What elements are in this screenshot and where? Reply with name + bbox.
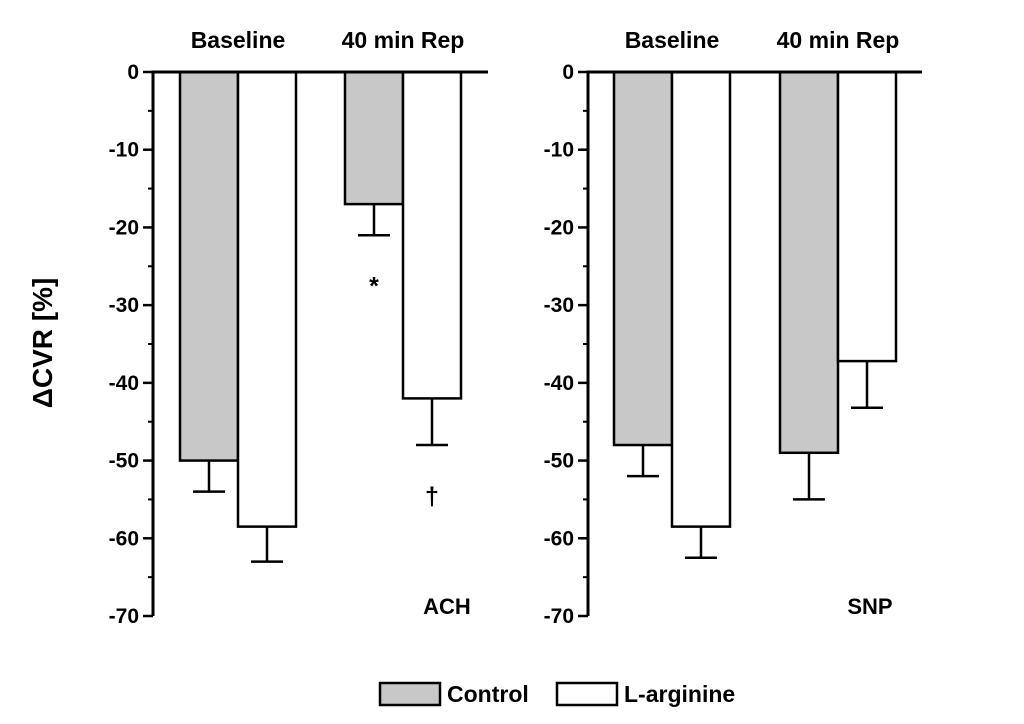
bar-control-rep [343,70,405,206]
y-tick-label: -60 [544,527,574,550]
y-axis-label: ΔCVR [%] [27,278,58,409]
y-tick-label: -30 [109,294,139,317]
bar-l-arginine-rep [401,70,463,400]
y-tick-label: -40 [109,372,139,395]
category-label: 40 min Rep [342,27,465,53]
y-tick-label: 0 [127,61,139,84]
panel-label: SNP [847,594,892,619]
bar-l-arginine-baseline [670,70,732,528]
bar-l-arginine-rep [836,70,898,363]
y-tick-label: -10 [109,139,139,162]
legend-label: Control [447,681,529,707]
y-tick-label: -10 [544,139,574,162]
category-label: Baseline [191,27,286,53]
y-tick-label: -50 [109,450,139,473]
bar-control-baseline [178,70,240,462]
legend-swatch-control [378,681,442,707]
category-label: 40 min Rep [777,27,900,53]
y-tick-label: -70 [544,605,574,628]
legend-swatch-l-arginine [555,681,619,707]
significance-marker: † [425,483,439,511]
panel-snp: Baseline 40 min Rep 0 -10 -20 -30 -40 -50 -60 -70… [544,27,922,628]
bar-l-arginine-baseline [236,70,298,528]
y-tick-label: -30 [544,294,574,317]
category-label: Baseline [625,27,720,53]
y-tick-label: -20 [544,216,574,239]
y-tick-label: -60 [109,527,139,550]
significance-marker: * [369,273,379,301]
bar-control-rep [778,70,840,455]
y-tick-label: -50 [544,450,574,473]
y-tick-label: -70 [109,605,139,628]
y-tick-label: -40 [544,372,574,395]
y-tick-label: -20 [109,216,139,239]
y-tick-label: 0 [562,61,574,84]
legend: Control L-arginine [378,681,735,707]
panel-label: ACH [423,594,471,619]
panel-ach: Baseline 40 min Rep 0 -10 -20 -30 -40 -50 -60 -70… [109,27,488,628]
legend-label: L-arginine [624,681,735,707]
bar-control-baseline [612,70,674,447]
